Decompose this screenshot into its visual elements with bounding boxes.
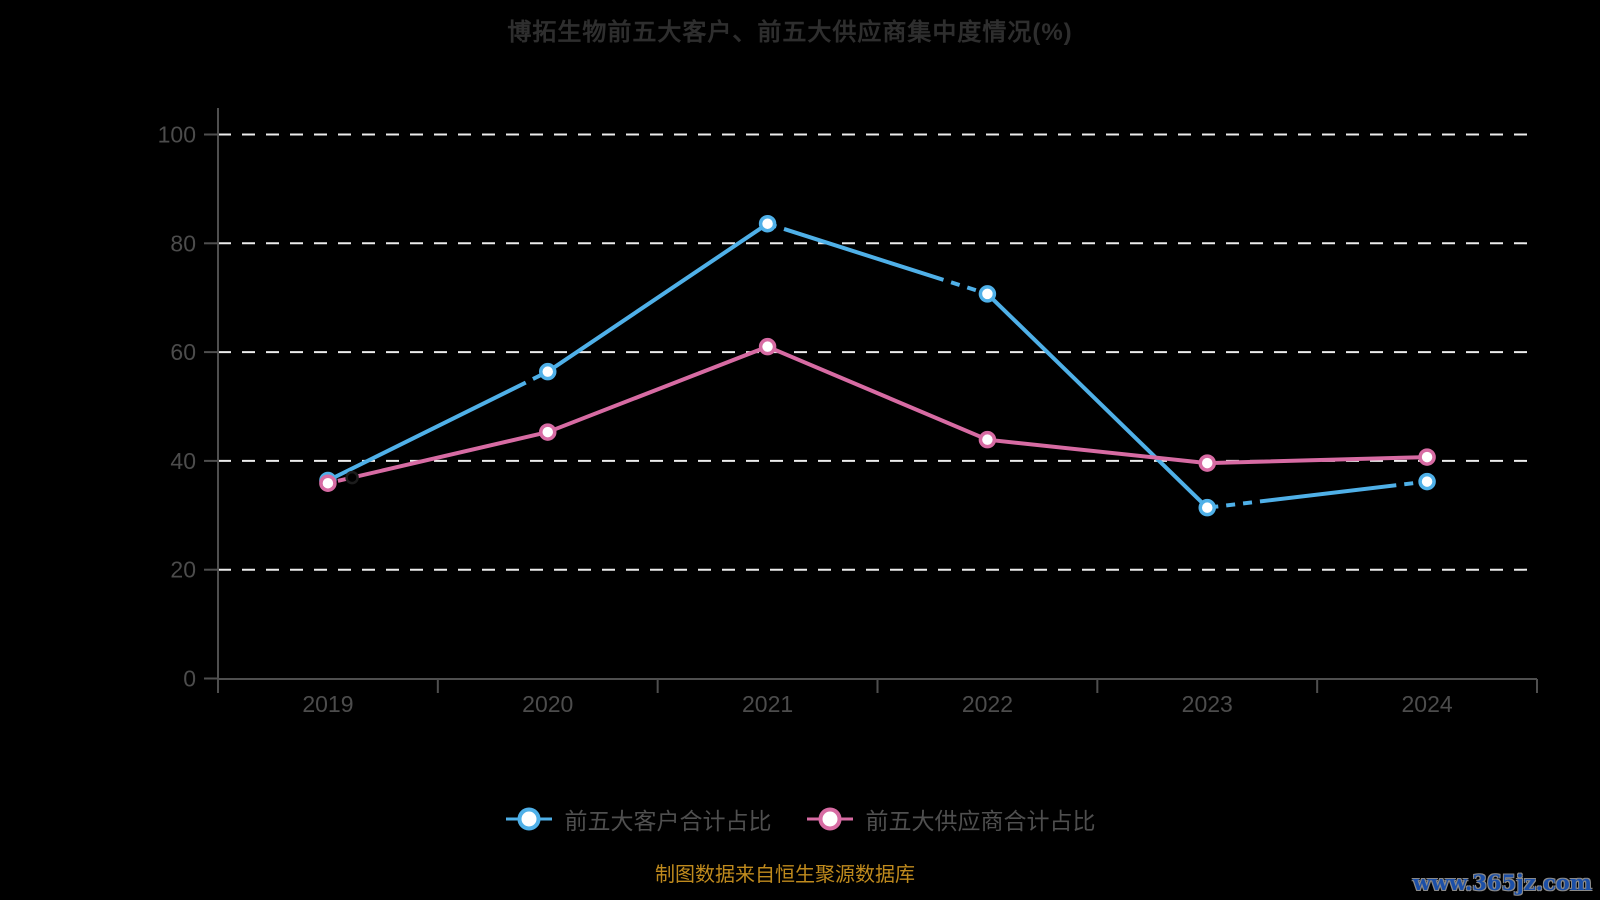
legend-item-suppliers[interactable]: 前五大供应商合计占比: [806, 802, 1096, 836]
overlap-dash-artifact: [942, 277, 982, 295]
legend-marker-suppliers-icon: [806, 807, 853, 831]
data-point-suppliers-2022: [978, 430, 997, 449]
x-tick-label-2022: 2022: [962, 691, 1013, 717]
x-tick-label-2021: 2021: [742, 691, 793, 717]
data-point-customers-2022: [978, 285, 997, 303]
legend-item-customers[interactable]: 前五大客户合计占比: [505, 802, 772, 836]
overlap-dash-artifact: [1396, 479, 1423, 488]
legend: 前五大客户合计占比 前五大供应商合计占比: [0, 802, 1600, 836]
series-line-suppliers: [325, 344, 1430, 486]
y-tick-label: 100: [158, 122, 196, 148]
data-point-suppliers-2024: [1418, 448, 1436, 466]
x-tick-label-2020: 2020: [522, 691, 573, 717]
watermark-link[interactable]: www.365jz.com: [1412, 870, 1592, 895]
data-point-suppliers-2023: [1198, 454, 1216, 472]
y-tick-label: 60: [170, 339, 196, 365]
legend-marker-customers-icon: [505, 807, 552, 831]
data-point-suppliers-2020: [539, 423, 557, 441]
data-point-suppliers-2021: [758, 337, 777, 356]
y-tick-label: 80: [170, 230, 196, 256]
legend-label-suppliers: 前五大供应商合计占比: [865, 808, 1096, 834]
data-point-customers-2021: [758, 214, 777, 233]
x-tick-label-2023: 2023: [1182, 691, 1233, 717]
hidden-series-marker-artifact: [345, 470, 359, 485]
chart-title: 博拓生物前五大客户、前五大供应商集中度情况(%): [507, 19, 1073, 46]
x-tick-label-2019: 2019: [302, 691, 353, 717]
source-note: 制图数据来自恒生聚源数据库: [655, 864, 915, 886]
series-line-customers: [325, 221, 1430, 510]
data-point-customers-2023: [1198, 498, 1216, 517]
data-point-customers-2024: [1418, 472, 1436, 491]
data-point-customers-2020: [539, 362, 557, 381]
y-tick-label: 40: [170, 448, 196, 474]
x-tick-label-2024: 2024: [1401, 691, 1452, 717]
y-tick-label: 0: [183, 666, 196, 692]
overlap-dash-artifact: [775, 224, 793, 234]
data-point-suppliers-2019: [319, 474, 337, 492]
y-tick-label: 20: [170, 557, 196, 583]
legend-label-customers: 前五大客户合计占比: [564, 808, 772, 834]
